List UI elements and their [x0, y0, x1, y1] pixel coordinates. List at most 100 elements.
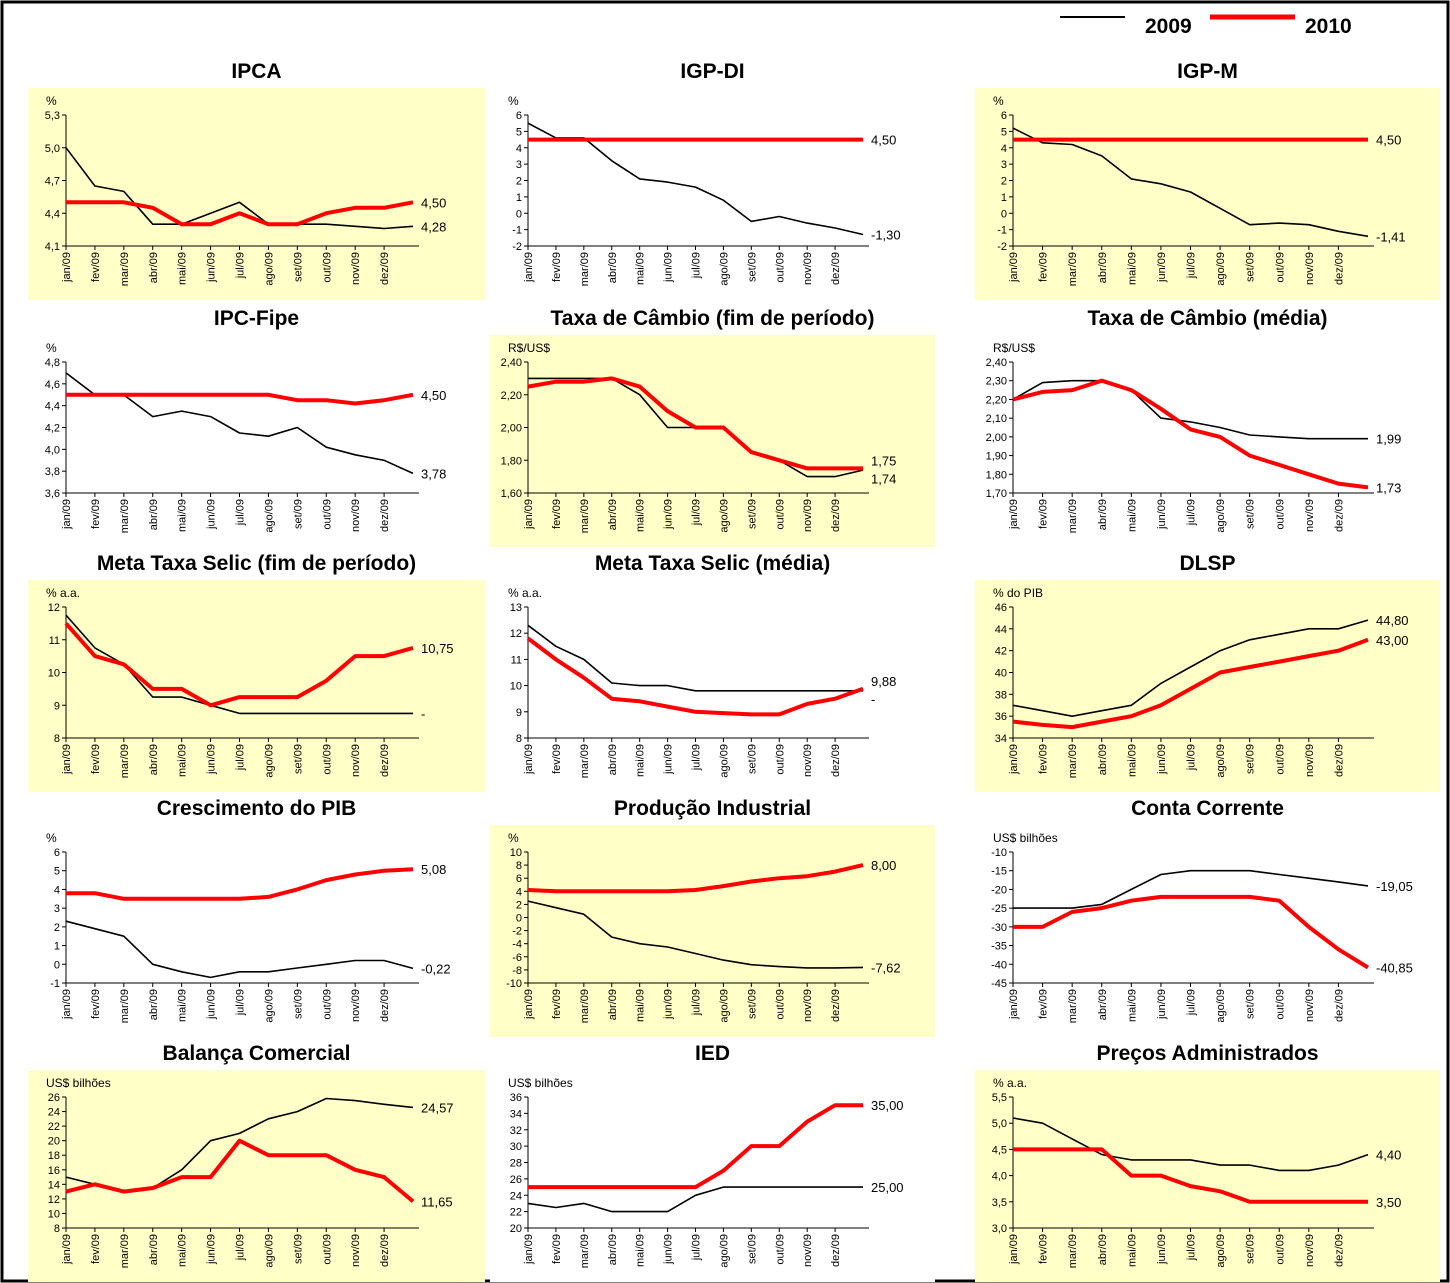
chart: IGP-DI% -2 -1 0 1 2 3 4 5 6 jan/09 fev/09 mar/09 abr/… — [490, 60, 935, 300]
x-tick-label: jan/09 — [61, 989, 73, 1020]
y-tick-label: 2 — [516, 899, 522, 911]
y-tick-label: 6 — [516, 873, 522, 885]
x-tick-label: fev/09 — [90, 744, 102, 774]
x-tick-label: jun/09 — [1156, 499, 1168, 530]
x-tick-label: out/09 — [1274, 989, 1286, 1020]
series-line — [1012, 1117, 1369, 1172]
x-tick-label: dez/09 — [830, 1234, 842, 1267]
x-tick-label: out/09 — [1274, 744, 1286, 775]
y-tick-label: 4 — [1001, 143, 1007, 155]
y-tick-label: -1 — [50, 978, 60, 990]
panel-background — [975, 88, 1440, 300]
x-tick-label: abr/09 — [607, 499, 619, 530]
y-tick-label: 11 — [511, 654, 522, 666]
end-value-label: -1,30 — [871, 228, 901, 243]
x-tick-label: set/09 — [1245, 499, 1257, 529]
y-tick-label: 44 — [995, 624, 1007, 636]
x-tick-label: mai/09 — [635, 989, 647, 1022]
x-tick-label: mai/09 — [635, 1234, 647, 1267]
x-tick-label: mar/09 — [579, 499, 591, 533]
y-tick-label: -2 — [512, 241, 522, 253]
x-tick-label: fev/09 — [551, 1234, 563, 1264]
x-tick-label: jun/09 — [1156, 744, 1168, 775]
y-tick-label: 8 — [516, 860, 522, 872]
x-tick-label: fev/09 — [1038, 989, 1050, 1019]
x-tick-label: fev/09 — [1038, 252, 1050, 282]
x-tick-label: jul/09 — [235, 1234, 247, 1261]
x-tick-label: out/09 — [321, 499, 333, 530]
x-tick-label: ago/09 — [1215, 1234, 1227, 1268]
x-tick-label: dez/09 — [379, 252, 391, 285]
x-tick-label: jun/09 — [206, 1234, 218, 1265]
y-tick-label: 4,4 — [45, 401, 60, 413]
end-value-label: 4,50 — [1376, 133, 1401, 148]
y-tick-label: 2,00 — [986, 432, 1007, 444]
end-value-label: 4,50 — [421, 388, 446, 403]
y-tick-label: 24 — [48, 1107, 60, 1119]
y-tick-label: 10 — [48, 668, 60, 680]
x-tick-label: dez/09 — [830, 744, 842, 777]
y-tick-label: -35 — [991, 941, 1007, 953]
end-value-label: 1,74 — [871, 471, 896, 486]
series-line — [65, 1138, 415, 1203]
x-tick-label: mai/09 — [177, 989, 189, 1022]
y-tick-label: 3 — [54, 903, 60, 915]
series-line — [527, 900, 864, 969]
x-tick-label: jun/09 — [663, 744, 675, 775]
end-value-label: 4,50 — [421, 195, 446, 210]
y-tick-label: 1,70 — [986, 488, 1007, 500]
end-value-label: 1,75 — [871, 453, 896, 468]
x-tick-label: jan/09 — [1008, 1234, 1020, 1265]
panel-background — [975, 1070, 1440, 1282]
y-tick-label: 1,60 — [501, 488, 522, 500]
x-tick-label: abr/09 — [148, 989, 160, 1020]
y-tick-label: 0 — [54, 959, 60, 971]
x-tick-label: ago/09 — [263, 989, 275, 1023]
end-value-label: 44,80 — [1376, 613, 1409, 628]
x-tick-label: jul/09 — [235, 989, 247, 1016]
x-tick-label: ago/09 — [718, 744, 730, 778]
x-tick-label: jan/09 — [61, 1234, 73, 1265]
x-tick-label: abr/09 — [1097, 1234, 1109, 1265]
y-axis-unit: US$ bilhões — [46, 1076, 111, 1090]
y-tick-label: 38 — [995, 689, 1007, 701]
end-value-label: 8,00 — [871, 858, 896, 873]
x-tick-label: mar/09 — [1067, 989, 1079, 1023]
panel-background — [490, 335, 935, 547]
y-tick-label: -10 — [506, 978, 522, 990]
y-tick-label: 3 — [1001, 159, 1007, 171]
series-line — [1013, 1147, 1368, 1204]
end-value-label: - — [871, 692, 875, 707]
x-tick-label: dez/09 — [1333, 1234, 1345, 1267]
x-tick-label: dez/09 — [379, 744, 391, 777]
x-tick-label: ago/09 — [1215, 252, 1227, 286]
x-tick-label: ago/09 — [263, 1234, 275, 1268]
x-tick-label: fev/09 — [90, 252, 102, 282]
x-tick-label: abr/09 — [148, 1234, 160, 1265]
x-tick-label: out/09 — [321, 744, 333, 775]
series-line — [528, 1103, 863, 1190]
chart: Crescimento do PIB% -1 0 1 2 3 4 5 6 jan/09 fev/09… — [28, 797, 485, 1037]
y-tick-label: 2,00 — [501, 423, 522, 435]
series-line — [1012, 619, 1369, 718]
y-tick-label: 20 — [48, 1136, 60, 1148]
x-tick-label: set/09 — [1245, 744, 1257, 774]
y-tick-label: 2,30 — [986, 376, 1007, 388]
legend-label: 2009 — [1145, 15, 1192, 38]
chart-title: Balança Comercial — [163, 1042, 351, 1065]
y-tick-label: 42 — [995, 646, 1007, 658]
y-tick-label: 8 — [516, 733, 522, 745]
x-tick-label: jul/09 — [691, 989, 703, 1016]
x-tick-label: jun/09 — [206, 499, 218, 530]
y-tick-label: -10 — [991, 847, 1007, 859]
y-axis-unit: % — [46, 341, 57, 355]
y-tick-label: 13 — [510, 602, 522, 614]
x-tick-label: jul/09 — [1186, 1234, 1198, 1261]
x-tick-label: out/09 — [774, 744, 786, 775]
x-tick-label: out/09 — [1274, 1234, 1286, 1265]
x-tick-label: mai/09 — [177, 1234, 189, 1267]
x-tick-label: jan/09 — [523, 499, 535, 530]
y-tick-label: 5,0 — [45, 143, 60, 155]
x-tick-label: fev/09 — [90, 1234, 102, 1264]
x-tick-label: abr/09 — [1097, 989, 1109, 1020]
